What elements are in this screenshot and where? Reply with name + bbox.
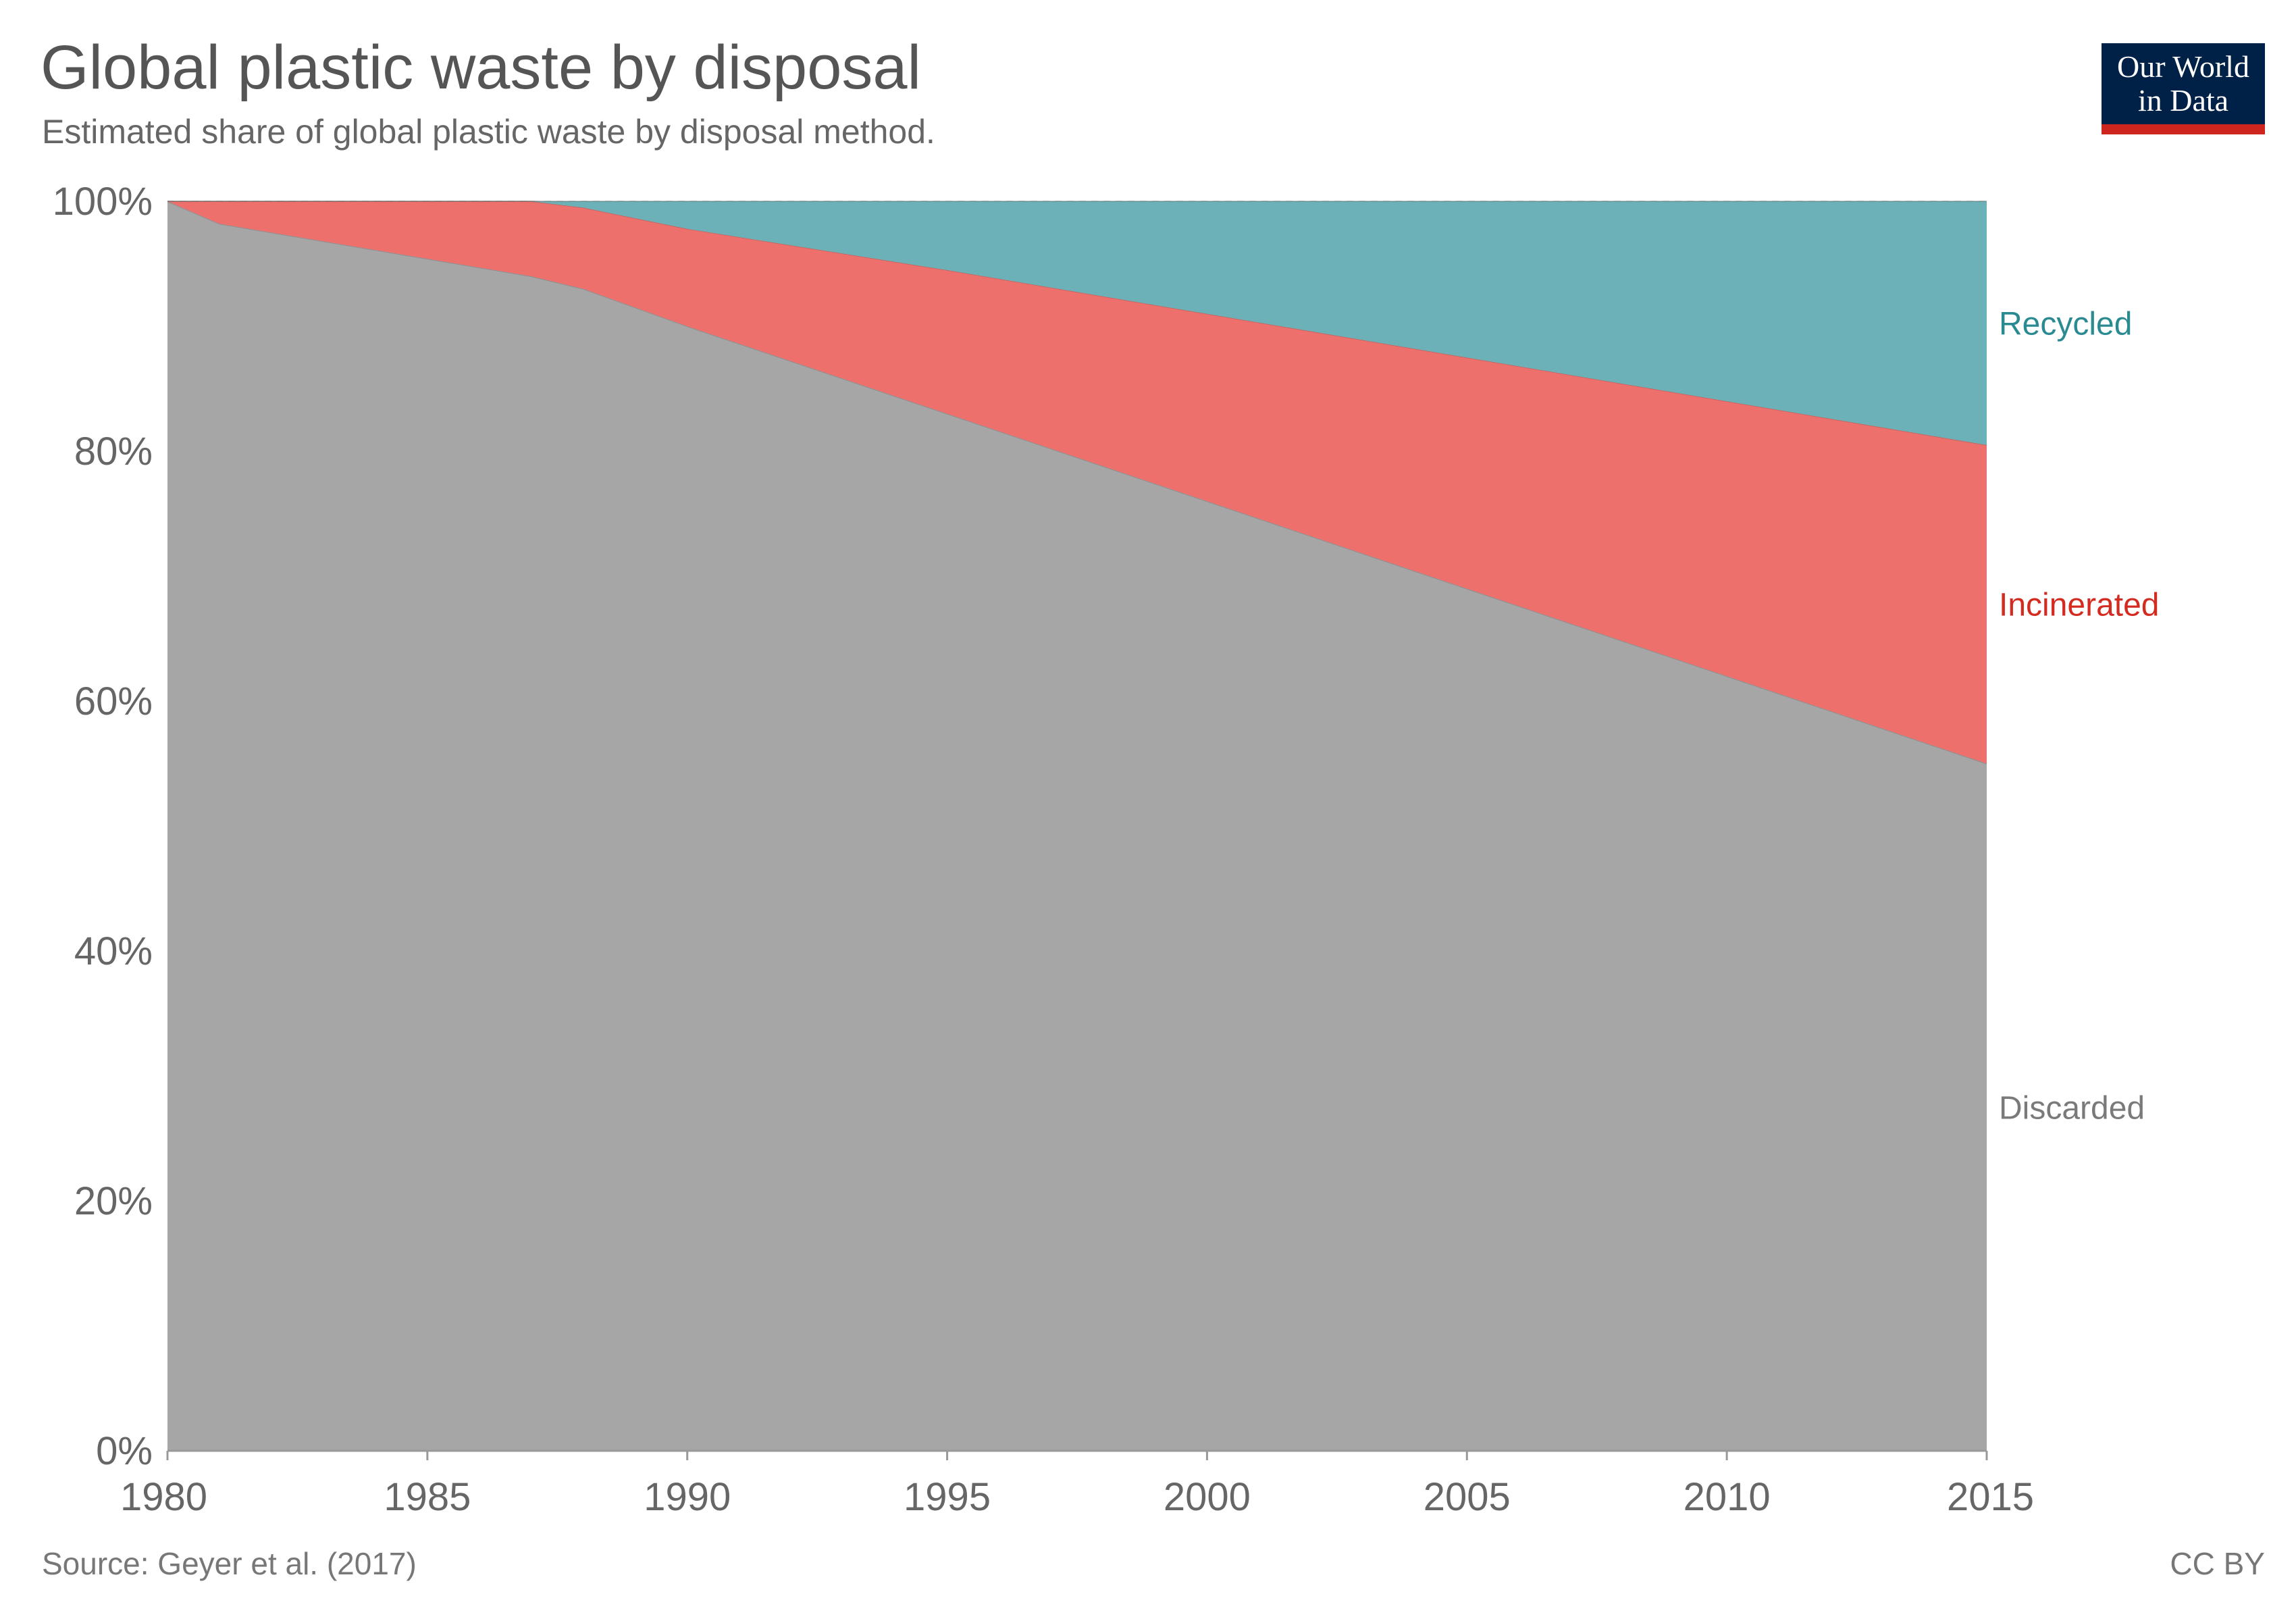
x-tick-label: 2010 (1684, 1475, 1771, 1519)
x-tick-label: 1985 (384, 1475, 471, 1519)
area-discarded (167, 201, 1987, 1451)
x-tick-label: 1995 (904, 1475, 991, 1519)
axes: 0% 20% 40% 60% 80% 100% 1980 1985 1990 1995 2000 20… (53, 180, 2034, 1519)
source-note[interactable]: Source: Geyer et al. (2017) (42, 1546, 417, 1581)
series-label-recycled: Recycled (1999, 306, 2132, 342)
y-tick-label: 0% (96, 1429, 153, 1473)
x-tick-label: 2005 (1424, 1475, 1511, 1519)
y-tick-label: 20% (74, 1179, 153, 1223)
y-tick-label: 80% (74, 430, 153, 473)
series-labels: Discarded Incinerated Recycled (1999, 306, 2160, 1126)
logo-line-1: Our World (2116, 49, 2250, 84)
y-tick-label: 40% (74, 929, 153, 973)
x-tick-label: 1990 (644, 1475, 731, 1519)
logo-line-2: in Data (2137, 83, 2229, 118)
owid-logo[interactable]: Our World in Data (2102, 43, 2265, 134)
logo-stripe (2102, 124, 2265, 134)
chart-title: Global plastic waste by disposal (41, 33, 921, 102)
y-tick-label: 60% (74, 679, 153, 723)
area-incinerated (167, 201, 1987, 764)
chart-areas (167, 201, 1987, 1451)
license-link[interactable]: CC BY (2170, 1546, 2265, 1581)
chart-subtitle: Estimated share of global plastic waste … (42, 113, 935, 151)
x-tick-label: 2015 (1947, 1475, 2034, 1519)
x-tick-label: 2000 (1164, 1475, 1251, 1519)
series-label-discarded: Discarded (1999, 1090, 2145, 1126)
area-recycled (167, 201, 1987, 445)
series-label-incinerated: Incinerated (1999, 588, 2160, 623)
x-tick-label: 1980 (120, 1475, 207, 1519)
y-tick-label: 100% (53, 180, 153, 224)
logo-text: Our World in Data (2102, 50, 2265, 118)
